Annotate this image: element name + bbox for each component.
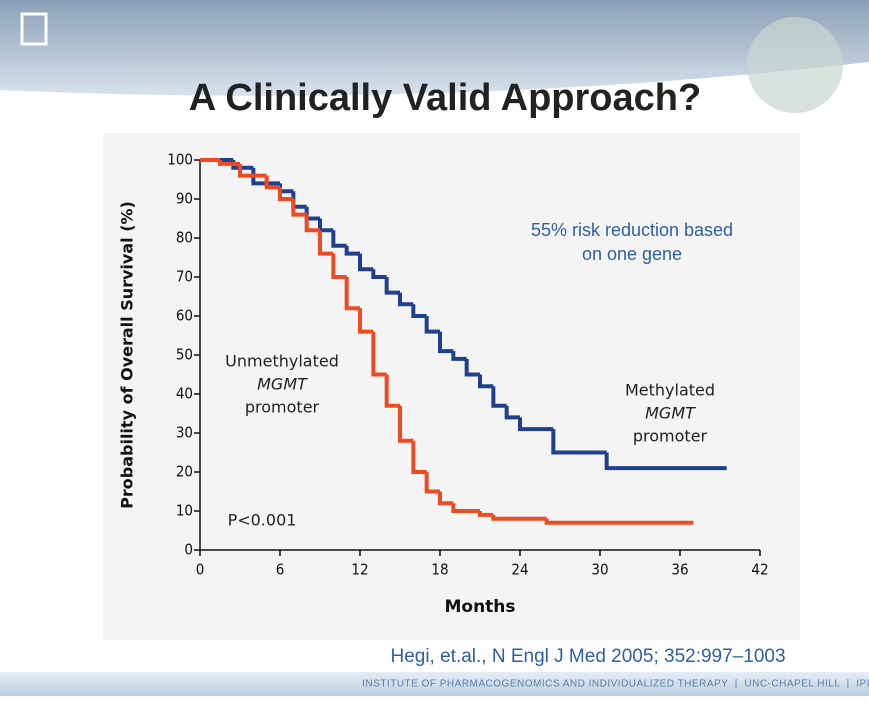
survival-step bbox=[331, 230, 347, 248]
survival-step bbox=[424, 472, 440, 494]
survival-step bbox=[478, 511, 494, 517]
x-tick-label: 6 bbox=[276, 561, 285, 579]
survival-step bbox=[218, 160, 240, 166]
survival-step bbox=[438, 491, 454, 506]
emblem bbox=[747, 17, 843, 113]
y-tick-label: 100 bbox=[167, 151, 193, 169]
annotation: promoter bbox=[245, 398, 320, 417]
survival-step bbox=[504, 405, 520, 420]
survival-step bbox=[551, 429, 607, 455]
survival-step bbox=[358, 308, 374, 334]
survival-step bbox=[278, 187, 294, 201]
y-tick-label: 80 bbox=[176, 229, 193, 247]
survival-step bbox=[331, 253, 347, 279]
x-tick-label: 42 bbox=[751, 561, 768, 579]
survival-step bbox=[398, 405, 414, 443]
survival-step bbox=[451, 503, 480, 513]
survival-step bbox=[518, 417, 554, 432]
y-tick-label: 30 bbox=[176, 424, 193, 442]
survival-step bbox=[411, 440, 427, 474]
survival-step bbox=[371, 269, 387, 279]
survival-step bbox=[238, 163, 267, 178]
survival-step bbox=[451, 351, 467, 361]
survival-step bbox=[544, 518, 694, 525]
y-tick-label: 70 bbox=[176, 268, 193, 286]
footer: INSTITUTE OF PHARMACOGENOMICS AND INDIVI… bbox=[362, 679, 869, 690]
annotation: promoter bbox=[633, 427, 708, 446]
survival-step bbox=[304, 214, 320, 233]
y-tick-label: 20 bbox=[176, 463, 193, 481]
header-band bbox=[0, 0, 869, 96]
survival-step bbox=[491, 386, 507, 408]
y-tick-label: 50 bbox=[176, 346, 193, 364]
survival-step bbox=[424, 316, 440, 334]
survival-step bbox=[251, 167, 280, 186]
y-axis-label: Probability of Overall Survival (%) bbox=[118, 201, 137, 509]
annotation: 55% risk reduction based bbox=[531, 220, 733, 240]
survival-step bbox=[318, 230, 334, 256]
survival-step bbox=[264, 175, 280, 190]
survival-step bbox=[604, 452, 727, 471]
survival-step bbox=[478, 374, 494, 389]
x-tick-label: 18 bbox=[431, 561, 448, 579]
survival-step bbox=[398, 292, 414, 307]
annotation: P<0.001 bbox=[228, 511, 297, 530]
survival-step bbox=[344, 245, 360, 256]
annotation: MGMT bbox=[257, 375, 308, 394]
slide-title: A Clinically Valid Approach? bbox=[189, 77, 701, 119]
x-tick-label: 30 bbox=[591, 561, 608, 579]
x-tick-label: 12 bbox=[351, 561, 368, 579]
x-tick-label: 24 bbox=[511, 561, 528, 579]
x-tick-label: 36 bbox=[671, 561, 688, 579]
survival-step bbox=[384, 277, 400, 295]
y-tick-label: 60 bbox=[176, 307, 193, 325]
citation: Hegi, et.al., N Engl J Med 2005; 352:997… bbox=[390, 646, 785, 667]
x-axis-label: Months bbox=[444, 597, 515, 617]
survival-step bbox=[491, 514, 547, 521]
y-tick-label: 0 bbox=[184, 541, 193, 559]
logo bbox=[20, 12, 48, 46]
y-tick-label: 10 bbox=[176, 502, 193, 520]
header-curve bbox=[0, 64, 869, 104]
survival-step bbox=[411, 304, 427, 318]
annotation: MGMT bbox=[645, 404, 696, 423]
annotation: on one gene bbox=[582, 244, 682, 264]
survival-step bbox=[344, 277, 360, 311]
x-tick-label: 0 bbox=[196, 561, 205, 579]
annotation: Unmethylated bbox=[225, 352, 339, 371]
survival-step bbox=[438, 331, 454, 354]
chart-panel bbox=[103, 133, 800, 640]
survival-step bbox=[371, 331, 387, 377]
y-tick-label: 40 bbox=[176, 385, 193, 403]
annotation: Methylated bbox=[625, 381, 715, 400]
survival-step bbox=[464, 358, 480, 377]
survival-step bbox=[358, 253, 374, 272]
survival-step bbox=[291, 199, 307, 217]
survival-step bbox=[384, 374, 400, 408]
footer-band bbox=[0, 672, 869, 696]
y-tick-label: 90 bbox=[176, 190, 193, 208]
